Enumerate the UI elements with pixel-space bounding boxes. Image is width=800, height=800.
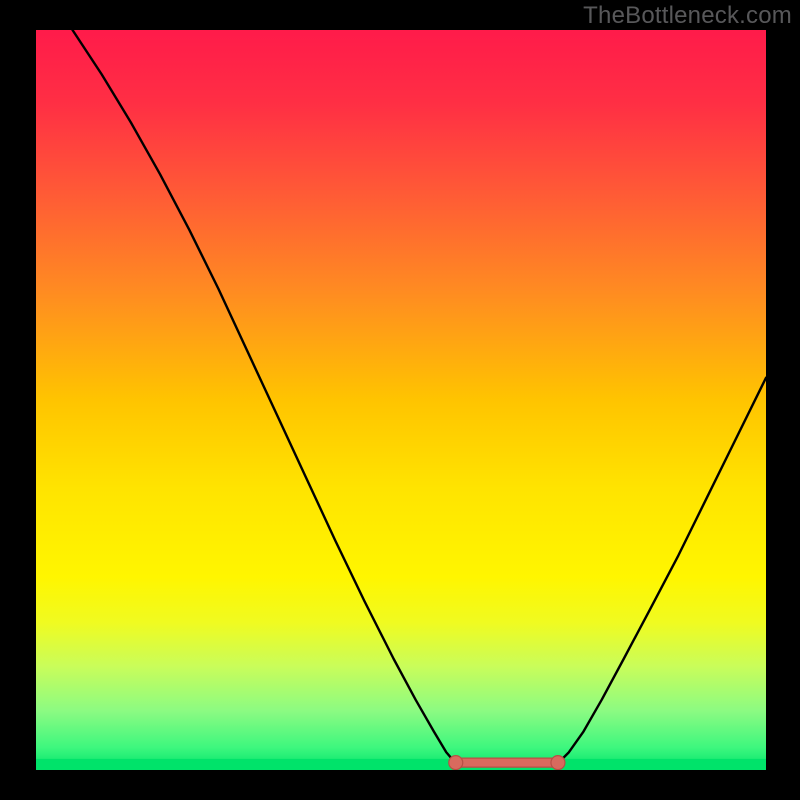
gradient-background: [36, 30, 766, 770]
chart-stage: TheBottleneck.com: [0, 0, 800, 800]
plot-area: [36, 30, 766, 770]
plot-svg: [36, 30, 766, 770]
watermark-text: TheBottleneck.com: [583, 2, 792, 30]
bottom-marker: [449, 756, 565, 770]
bottom-band: [36, 759, 766, 770]
